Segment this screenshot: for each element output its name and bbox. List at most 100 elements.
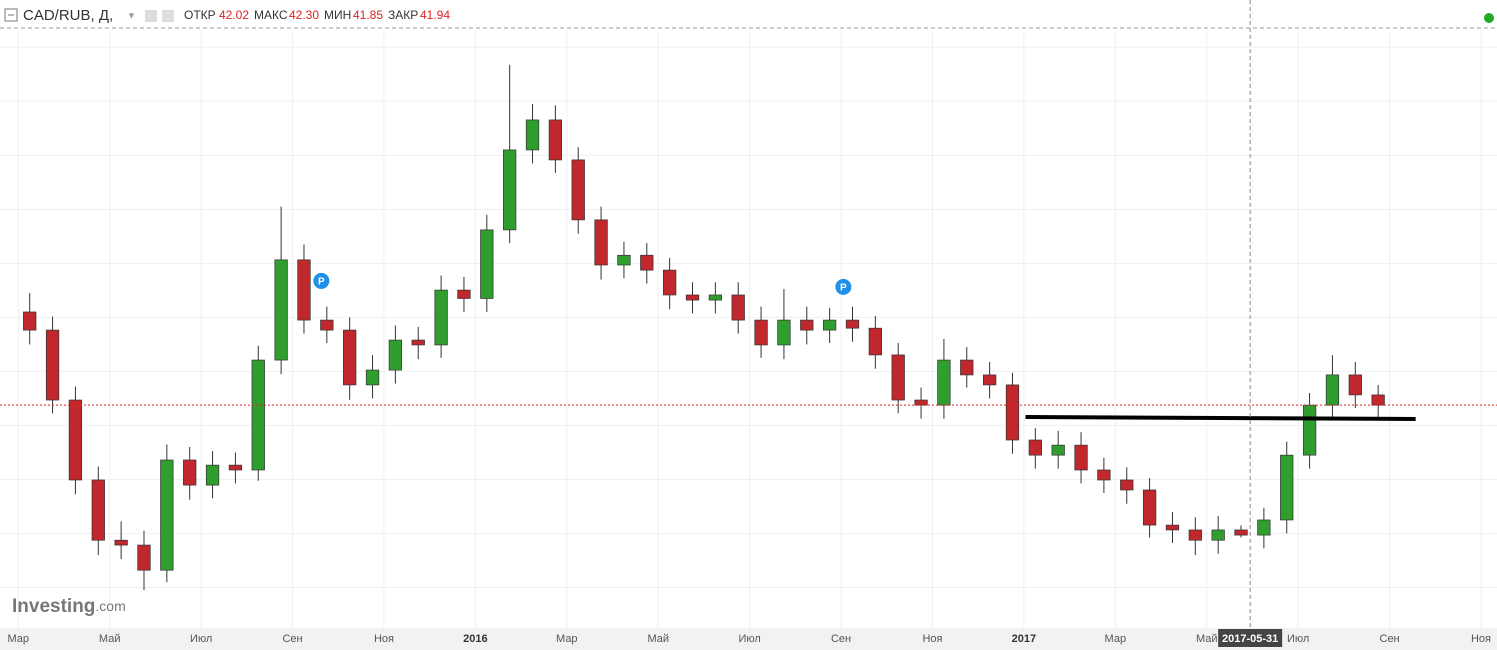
candle-body	[1028, 439, 1042, 456]
status-dot	[1484, 13, 1494, 23]
candle-body	[617, 254, 631, 266]
candle-body	[685, 294, 700, 301]
candle-body	[274, 259, 288, 361]
candle-body	[503, 149, 517, 231]
candle-body	[457, 289, 471, 299]
candle-body	[1325, 374, 1340, 406]
candle-body	[343, 329, 357, 386]
high-value: 42.30	[289, 8, 319, 22]
x-tick-label: Июл	[738, 633, 760, 645]
candle-body	[1280, 454, 1294, 521]
symbol: CAD/RUB, Д,	[23, 7, 113, 24]
candle-body	[1371, 394, 1385, 406]
candle-body	[937, 359, 951, 406]
candle-body	[891, 354, 905, 401]
candle-body	[914, 399, 928, 406]
x-tick-label: Мар	[556, 633, 578, 645]
x-tick-label: Ноя	[1471, 633, 1491, 645]
low-value: 41.85	[353, 8, 383, 22]
candle-body	[1165, 524, 1180, 531]
candle-body	[68, 399, 83, 481]
candle-body	[1257, 519, 1271, 536]
x-tick-label: Сен	[831, 633, 851, 645]
candle-body	[1188, 529, 1202, 541]
candle-body	[594, 219, 608, 266]
candle-body	[91, 479, 105, 541]
event-marker	[835, 278, 852, 295]
candle-body	[160, 459, 174, 571]
candle-body	[137, 544, 151, 571]
candle-body	[663, 269, 677, 296]
close-value: 41.94	[420, 8, 450, 22]
open-value: 42.02	[219, 8, 249, 22]
close-label: ЗАКР	[388, 8, 418, 22]
x-tick-label: 2017	[1012, 633, 1036, 645]
candle-body	[845, 319, 860, 329]
x-tick-label: Июл	[190, 633, 212, 645]
settings-icon[interactable]	[145, 10, 157, 22]
candle-body	[731, 294, 745, 321]
candle-body	[777, 319, 791, 346]
candle-body	[754, 319, 768, 346]
candle-body	[1142, 489, 1157, 526]
crosshair-label-bg	[1218, 629, 1283, 647]
x-axis-strip	[0, 628, 1497, 650]
high-label: МАКС	[254, 8, 288, 22]
low-label: МИН	[324, 8, 351, 22]
candle-body	[1348, 374, 1362, 396]
candle-body	[1051, 444, 1065, 456]
x-tick-label: Ноя	[374, 633, 394, 645]
candle-body	[640, 254, 654, 271]
open-label: ОТКР	[184, 8, 216, 22]
candle-body	[1302, 404, 1317, 456]
candle-body	[365, 369, 380, 386]
candle-body	[251, 359, 265, 471]
candle-body	[411, 339, 425, 346]
x-tick-label: Сен	[282, 633, 302, 645]
x-tick-label: Май	[1196, 633, 1218, 645]
event-marker	[313, 272, 330, 289]
candle-body	[822, 319, 837, 331]
candle-body	[708, 294, 722, 301]
candle-body	[480, 229, 494, 299]
candle-body	[1211, 529, 1225, 541]
x-tick-label: Май	[647, 633, 669, 645]
watermark: Investing.com	[12, 596, 126, 617]
candle-body	[548, 119, 563, 161]
x-tick-label: Мар	[8, 633, 30, 645]
candle-body	[1005, 384, 1020, 441]
candle-body	[297, 259, 311, 321]
candle-body	[571, 159, 585, 221]
candle-body	[1234, 529, 1248, 536]
x-tick-label: Ноя	[922, 633, 942, 645]
x-tick-label: Июл	[1287, 633, 1309, 645]
candle-body	[388, 339, 403, 371]
candle-body	[960, 359, 974, 376]
candle-body	[320, 319, 334, 331]
candle-body	[868, 327, 882, 356]
candle-body	[23, 311, 37, 331]
candle-body	[45, 329, 60, 401]
event-label: P	[840, 283, 847, 294]
close-icon[interactable]	[162, 10, 174, 22]
candle-body	[183, 459, 197, 486]
candle-body	[205, 464, 220, 486]
candle-body	[1074, 444, 1088, 471]
event-label: P	[318, 277, 325, 288]
candle-body	[982, 374, 997, 386]
dropdown-arrow[interactable]: ▼	[127, 10, 136, 20]
candle-body	[1120, 479, 1134, 491]
candle-body	[525, 119, 540, 151]
candle-body	[434, 289, 448, 346]
candle-body	[800, 319, 814, 331]
x-tick-label: Май	[99, 633, 121, 645]
candle-body	[114, 539, 128, 546]
x-tick-label: 2016	[463, 633, 487, 645]
trendline	[1025, 415, 1416, 421]
candle-body	[1097, 469, 1111, 481]
crosshair-label: 2017-05-31	[1222, 633, 1278, 645]
x-tick-label: Мар	[1105, 633, 1127, 645]
candle-body	[228, 464, 243, 471]
x-tick-label: Сен	[1380, 633, 1400, 645]
